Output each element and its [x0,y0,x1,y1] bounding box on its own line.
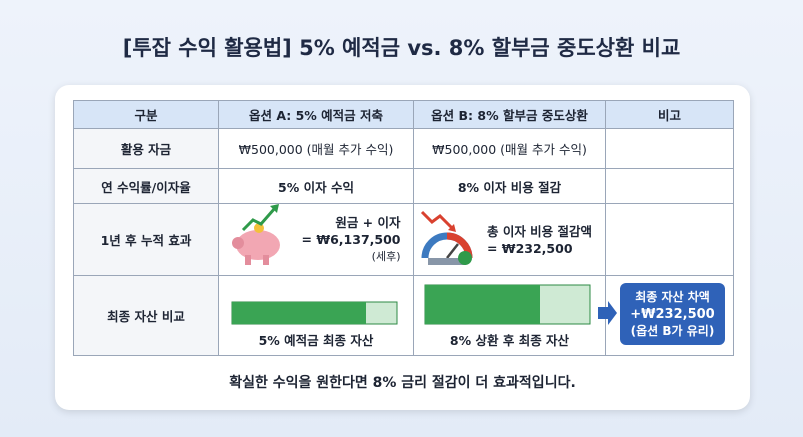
gauge-icon [420,210,473,265]
text-line: 8% 이자 비용 절감 [457,179,562,195]
text-line: 8% 상환 후 최종 자산 [449,333,570,348]
text-line: ₩500,000 (매월 추가 수익) [432,142,587,157]
cell-text: 총 이자 비용 절감액 = ₩232,500 [487,223,592,257]
text-line: (세후) [371,250,401,263]
note-line: +₩232,500 [630,306,715,322]
text-line: = ₩232,500 [486,240,573,256]
row-label: 활용 자금 [73,128,219,169]
text-line: 원금 + 이자 [335,215,401,230]
piggy-icon [232,204,280,265]
text-line: 총 이자 비용 절감액 [486,223,593,239]
row-label: 최종 자산 비교 [73,275,219,356]
cell-text: 8% 이자 비용 절감 [458,177,561,196]
bar-b-fill [425,285,540,324]
note-box: 최종 자산 차액 +₩232,500 (옵션 B가 유리) [620,283,725,345]
arrow [598,301,617,325]
note-line: 최종 자산 차액 [635,289,710,304]
header-cell: 비고 [605,100,734,129]
text-line: ₩500,000 (매월 추가 수익) [238,142,394,157]
title: [투잡 수익 활용법] 5% 예적금 vs. 8% 할부금 중도상환 비교 [122,36,681,60]
cell-text: 8% 상환 후 최종 자산 [450,330,569,349]
header-cell: 옵션 A: 5% 예적금 저축 [218,100,414,129]
text-line: = ₩6,137,500 [301,232,401,247]
cell-text: ₩500,000 (매월 추가 수익) [432,139,587,158]
note-line: (옵션 B가 유리) [630,323,715,338]
cell-text: 5% 예적금 최종 자산 [259,330,374,349]
cell: 총 이자 비용 절감액 = ₩232,500 [413,203,606,276]
text-line: 5% 예적금 최종 자산 [258,333,374,348]
cell-text: 5% 이자 수익 [278,177,354,196]
cell-text: ₩500,000 (매월 추가 수익) [239,139,394,158]
bar-a-fill [232,302,366,324]
footer: 확실한 수익을 원한다면 8% 금리 절감이 더 효과적입니다. [229,375,576,391]
cell-text: 원금 + 이자 = ₩6,137,500 (세후) [302,214,401,265]
text-line: 5% 이자 수익 [278,179,354,195]
